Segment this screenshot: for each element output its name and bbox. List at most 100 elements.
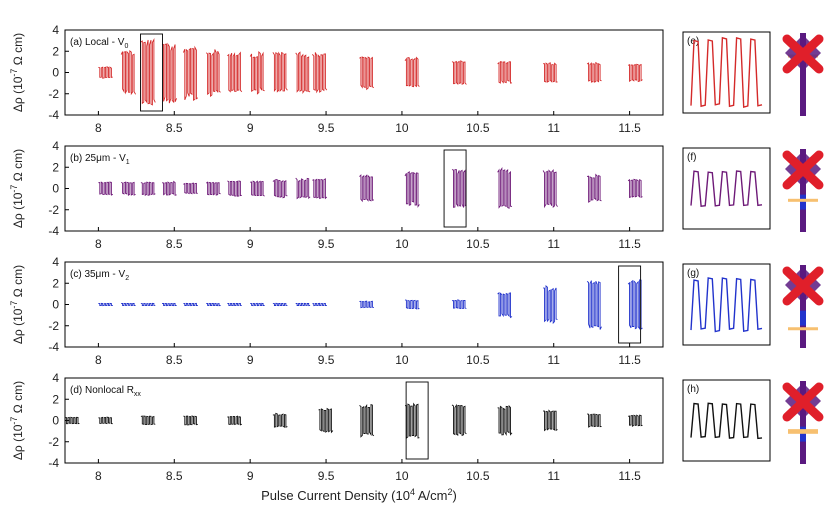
data-segment [272, 412, 288, 428]
y-tick-label: -2 [48, 435, 59, 449]
x-tick-label: 10.5 [466, 237, 490, 251]
data-segment [404, 299, 420, 310]
y-tick-label: -4 [48, 108, 59, 122]
y-tick-label: 2 [52, 276, 59, 290]
x-tick-label: 8 [95, 353, 102, 367]
data-segment [497, 404, 513, 437]
y-tick-label: 0 [52, 298, 59, 312]
x-tick-label: 11.5 [618, 121, 641, 135]
inset-trace [690, 36, 763, 109]
data-segment [250, 180, 265, 197]
x-tick-label: 10 [395, 469, 409, 483]
data-segment [64, 416, 80, 425]
panel-label: (d) Nonlocal Rxx [70, 385, 141, 398]
y-tick-label: 4 [52, 371, 59, 385]
x-tick-label: 11 [547, 353, 560, 367]
panel-label: (b) 25μm - V1 [70, 153, 130, 166]
highlight-box [443, 149, 467, 228]
data-segment [497, 166, 513, 209]
y-tick-label: -2 [48, 319, 59, 333]
inset-label: (e) [687, 36, 699, 47]
inset-trace [690, 402, 763, 440]
data-segment [120, 181, 136, 197]
data-segment [183, 302, 198, 307]
data-segment [586, 61, 602, 83]
panel-label: (c) 35μm - V2 [70, 269, 129, 282]
data-segment [404, 171, 420, 208]
device-bar-segment [800, 310, 806, 326]
x-axis-label: Pulse Current Density (104 A/cm2) [261, 487, 457, 503]
x-tick-label: 9.5 [318, 121, 335, 135]
x-tick-label: 8 [95, 121, 102, 135]
data-segment [451, 299, 467, 310]
data-segment [627, 279, 643, 330]
x-tick-label: 9.5 [318, 353, 335, 367]
data-segment [272, 51, 288, 93]
x-tick-label: 11.5 [618, 237, 641, 251]
data-segment [205, 49, 221, 98]
x-tick-label: 11.5 [618, 469, 641, 483]
data-segment [312, 302, 327, 307]
data-segment [312, 52, 328, 94]
data-segment [249, 50, 265, 95]
y-tick-label: 2 [52, 392, 59, 406]
y-tick-label: 2 [52, 160, 59, 174]
data-segment [227, 302, 242, 307]
y-tick-label: 4 [52, 255, 59, 269]
y-tick-label: 0 [52, 414, 59, 428]
x-tick-label: 9 [247, 469, 254, 483]
y-axis-label: Δρ (10-7 Ω cm) [9, 33, 25, 112]
x-tick-label: 11 [547, 237, 560, 251]
x-tick-label: 10.5 [466, 121, 490, 135]
panel-a: 4 2 0 -2 -4 8 8.5 9 9.5 10 10.5 11 11.5 Δρ (10-7 Ω cm… [9, 23, 824, 135]
cross-icon [782, 150, 824, 190]
data-segment [183, 415, 198, 426]
highlight-box [405, 381, 429, 460]
data-segment [206, 303, 221, 307]
device-bar [800, 381, 806, 464]
data-segment [359, 174, 375, 203]
x-tick-label: 10.5 [466, 353, 490, 367]
data-segment [295, 51, 311, 95]
data-segment [98, 302, 113, 307]
data-segment [295, 177, 311, 200]
inset-trace [690, 277, 763, 333]
inset-label: (g) [687, 268, 699, 279]
x-tick-label: 9 [247, 237, 254, 251]
y-axis-label: Δρ (10-7 Ω cm) [9, 265, 25, 344]
x-tick-label: 8 [95, 237, 102, 251]
x-tick-label: 9.5 [318, 237, 335, 251]
x-tick-label: 10 [395, 353, 409, 367]
y-axis-label: Δρ (10-7 Ω cm) [9, 381, 25, 460]
data-segment [120, 49, 136, 96]
data-segment [162, 303, 177, 307]
contact-bar [788, 327, 818, 331]
data-segment [497, 61, 513, 84]
device-bar [800, 33, 806, 116]
data-segment [227, 180, 242, 197]
device-bar [800, 149, 806, 232]
data-segment [543, 285, 558, 325]
y-tick-label: 4 [52, 23, 59, 37]
x-tick-label: 8.5 [166, 121, 183, 135]
x-tick-label: 9 [247, 353, 254, 367]
data-segment [312, 178, 328, 200]
inset-frame [682, 379, 771, 462]
data-segment [250, 302, 265, 307]
x-tick-label: 8 [95, 469, 102, 483]
data-segment [451, 403, 467, 437]
device-bar-segment [800, 194, 806, 210]
data-segment [587, 413, 602, 428]
data-segment [162, 180, 177, 196]
data-segment [182, 45, 199, 102]
data-segment [586, 280, 602, 330]
y-axis-label: Δρ (10-7 Ω cm) [9, 149, 25, 228]
panel-d: 4 2 0 -2 -4 8 8.5 9 9.5 10 10.5 11 11.5 Δρ (10-7 Ω cm… [9, 371, 824, 483]
y-tick-label: -4 [48, 340, 59, 354]
data-segment [543, 62, 558, 83]
x-tick-label: 11.5 [618, 353, 641, 367]
inset-frame [682, 263, 771, 346]
data-segment [359, 403, 375, 438]
data-segment [272, 178, 288, 199]
